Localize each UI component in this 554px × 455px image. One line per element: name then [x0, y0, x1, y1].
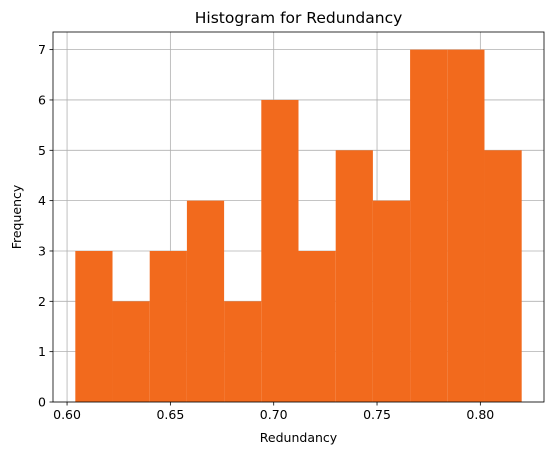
- histogram-bar: [186, 200, 225, 402]
- histogram-bar: [112, 301, 150, 402]
- x-tick-label: 0.65: [156, 407, 184, 422]
- histogram-bar: [484, 150, 522, 402]
- x-axis-label: Redundancy: [260, 430, 338, 445]
- y-tick-label: 5: [38, 143, 46, 158]
- y-tick-label: 7: [38, 42, 46, 57]
- y-tick-label: 3: [38, 243, 46, 258]
- histogram-bars: [75, 49, 522, 403]
- histogram-bar: [75, 250, 113, 402]
- chart-title: Histogram for Redundancy: [195, 9, 403, 27]
- histogram-bar: [149, 250, 187, 402]
- x-tick-label: 0.80: [466, 407, 494, 422]
- y-tick-label: 4: [38, 193, 46, 208]
- histogram-bar: [335, 150, 373, 402]
- histogram-bar: [447, 49, 485, 402]
- histogram-bar: [261, 99, 299, 403]
- x-tick-label: 0.75: [363, 407, 391, 422]
- histogram-bar: [410, 49, 448, 402]
- y-axis-label: Frequency: [9, 184, 24, 249]
- y-tick-label: 6: [38, 92, 46, 107]
- histogram-bar: [224, 301, 262, 402]
- y-tick-label: 1: [38, 344, 46, 359]
- x-tick-label: 0.70: [260, 407, 288, 422]
- x-tick-label: 0.60: [53, 407, 81, 422]
- plot-frame: [52, 31, 545, 403]
- axis-ticks: 0.60 0.65 0.70 0.75 0.80 0 1 2 3 4 5 6 7: [38, 42, 494, 422]
- histogram-bar: [372, 200, 411, 402]
- histogram-bar: [298, 250, 336, 402]
- y-tick-label: 0: [38, 395, 46, 410]
- y-tick-label: 2: [38, 294, 46, 309]
